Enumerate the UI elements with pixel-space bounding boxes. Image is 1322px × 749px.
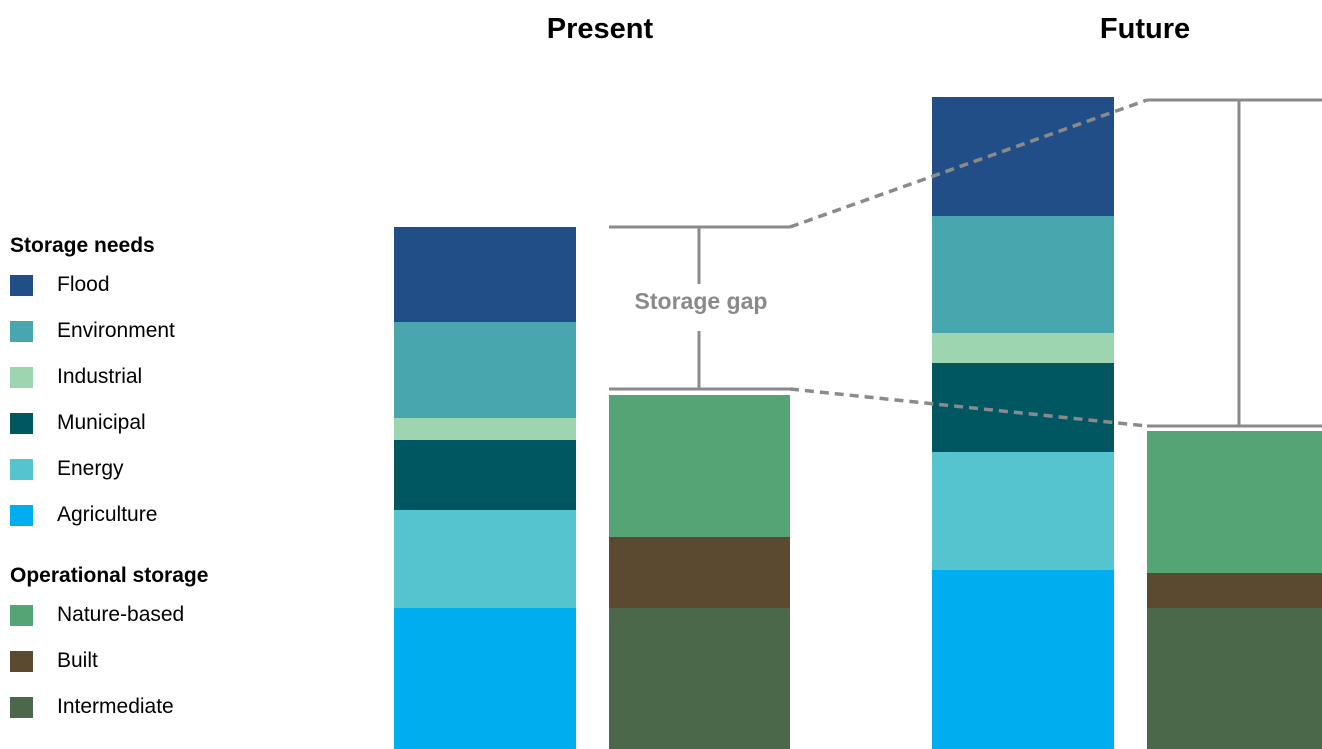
- future-title: Future: [1099, 13, 1191, 45]
- legend-label-municipal: Municipal: [57, 411, 146, 434]
- legend-item-agriculture: Agriculture: [10, 492, 310, 538]
- bar-segment-present-nature-based: [609, 395, 790, 537]
- bar-segment-future-nature-based: [1147, 431, 1322, 573]
- legend-item-intermediate: Intermediate: [10, 684, 310, 730]
- bar-segment-future-environment: [932, 216, 1114, 333]
- legend-swatch-industrial: [10, 366, 33, 388]
- legend-item-built: Built: [10, 638, 310, 684]
- bar-segment-present-industrial: [394, 418, 576, 440]
- legend-label-built: Built: [57, 649, 98, 672]
- legend-label-intermediate: Intermediate: [57, 695, 174, 718]
- legend-label-environment: Environment: [57, 319, 175, 342]
- legend-item-environment: Environment: [10, 308, 310, 354]
- legend-swatch-nature-based: [10, 604, 33, 626]
- legend-label-energy: Energy: [57, 457, 124, 480]
- bar-segment-present-municipal: [394, 440, 576, 510]
- legend-swatch-energy: [10, 458, 33, 480]
- bar-segment-present-agriculture: [394, 608, 576, 749]
- legend-item-industrial: Industrial: [10, 354, 310, 400]
- legend-label-flood: Flood: [57, 273, 110, 296]
- legend-label-industrial: Industrial: [57, 365, 143, 388]
- legend-swatch-environment: [10, 320, 33, 342]
- bar-segment-future-industrial: [932, 333, 1114, 363]
- gap-connector-upper: [789, 98, 1148, 229]
- legend-item-nature-based: Nature-based: [10, 592, 310, 638]
- legend-title-operational-storage: Operational storage: [10, 564, 209, 587]
- bar-segment-present-flood: [394, 227, 576, 322]
- bar-segment-present-intermediate: [609, 608, 790, 749]
- bar-segment-future-flood: [932, 97, 1114, 216]
- bar-segment-future-agriculture: [932, 570, 1114, 749]
- legend-item-flood: Flood: [10, 262, 310, 308]
- bar-segment-present-energy: [394, 510, 576, 608]
- legend: Storage needs Flood Environment Industri…: [10, 230, 310, 730]
- legend-swatch-built: [10, 650, 33, 672]
- legend-swatch-intermediate: [10, 696, 33, 718]
- legend-swatch-flood: [10, 274, 33, 296]
- legend-label-nature-based: Nature-based: [57, 603, 185, 626]
- legend-title-storage-needs: Storage needs: [10, 234, 155, 257]
- legend-swatch-agriculture: [10, 504, 33, 526]
- legend-label-agriculture: Agriculture: [57, 503, 158, 526]
- legend-item-municipal: Municipal: [10, 400, 310, 446]
- bar-segment-future-built: [1147, 573, 1322, 608]
- storage-gap-label: Storage gap: [634, 288, 768, 314]
- legend-item-energy: Energy: [10, 446, 310, 492]
- bar-segment-present-built: [609, 537, 790, 608]
- present-title: Present: [546, 13, 654, 45]
- bar-segment-future-energy: [932, 452, 1114, 570]
- bar-segment-future-intermediate: [1147, 608, 1322, 749]
- legend-swatch-municipal: [10, 412, 33, 434]
- bar-segment-present-environment: [394, 322, 576, 418]
